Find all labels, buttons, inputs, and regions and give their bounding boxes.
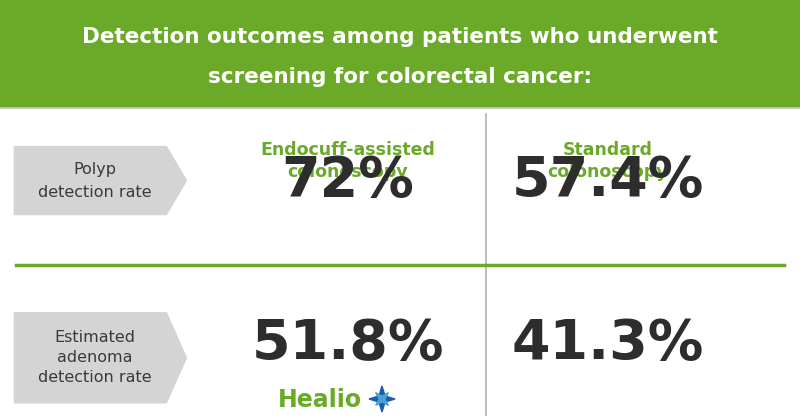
Polygon shape (14, 313, 186, 403)
Polygon shape (378, 399, 386, 412)
Polygon shape (380, 397, 388, 405)
Polygon shape (376, 393, 384, 401)
Polygon shape (14, 147, 186, 215)
Text: screening for colorectal cancer:: screening for colorectal cancer: (208, 67, 592, 87)
Text: 57.4%: 57.4% (512, 154, 704, 207)
Bar (0, 0, 800, 107)
Polygon shape (382, 395, 395, 403)
Polygon shape (369, 395, 382, 403)
Text: detection rate: detection rate (38, 370, 151, 385)
Polygon shape (376, 397, 384, 405)
Text: Healio: Healio (278, 388, 362, 412)
Text: Estimated: Estimated (54, 330, 135, 345)
Text: adenoma: adenoma (57, 350, 132, 365)
Polygon shape (380, 393, 388, 401)
Text: detection rate: detection rate (38, 185, 151, 200)
Text: 72%: 72% (282, 154, 414, 207)
Text: 41.3%: 41.3% (512, 317, 704, 371)
Text: Standard
colonoscopy: Standard colonoscopy (548, 141, 668, 181)
Text: Endocuff-assisted
colonoscopy: Endocuff-assisted colonoscopy (261, 141, 435, 181)
Text: Detection outcomes among patients who underwent: Detection outcomes among patients who un… (82, 27, 718, 47)
Polygon shape (378, 386, 386, 399)
Text: 51.8%: 51.8% (252, 317, 444, 371)
Text: Polyp: Polyp (73, 162, 116, 177)
